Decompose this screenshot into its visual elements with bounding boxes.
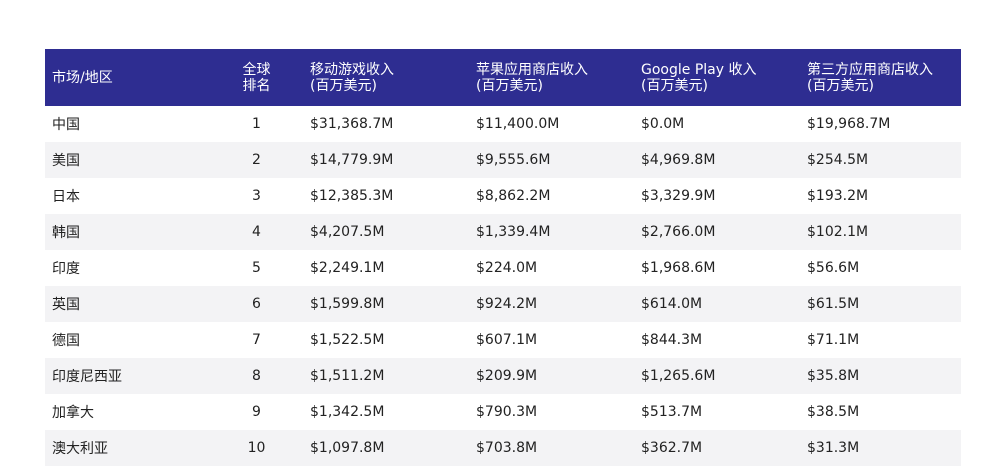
cell-mobile-game: $1,342.5M [310, 404, 385, 420]
cell-google: $2,766.0M [641, 224, 716, 240]
cell-third-party: $56.6M [807, 260, 860, 276]
table-row: 韩国 4 $4,207.5M $1,339.4M $2,766.0M $102.… [45, 214, 961, 250]
header-apple-line-2: (百万美元) [476, 77, 543, 94]
cell-apple: $209.9M [476, 368, 538, 384]
cell-market: 澳大利亚 [52, 441, 108, 457]
table-row: 英国 6 $1,599.8M $924.2M $614.0M $61.5M [45, 286, 961, 322]
cell-market: 美国 [52, 153, 80, 169]
cell-rank: 8 [252, 368, 261, 384]
cell-market: 英国 [52, 297, 80, 313]
cell-third-party: $31.3M [807, 440, 860, 456]
cell-rank: 5 [252, 260, 261, 276]
cell-third-party: $38.5M [807, 404, 860, 420]
cell-third-party: $193.2M [807, 188, 869, 204]
cell-apple: $11,400.0M [476, 116, 560, 132]
table-row: 日本 3 $12,385.3M $8,862.2M $3,329.9M $193… [45, 178, 961, 214]
header-third-party-line-2: (百万美元) [807, 77, 874, 94]
cell-google: $362.7M [641, 440, 703, 456]
header-row: 市场/地区 全球 排名 移动游戏收入 (百万美元) 苹果应用商店收入 (百万美元… [45, 49, 961, 106]
header-mobile-game-revenue: 移动游戏收入 (百万美元) [303, 49, 469, 106]
header-mobile-game-line-2: (百万美元) [310, 77, 377, 94]
cell-rank: 9 [252, 404, 261, 420]
cell-google: $1,968.6M [641, 260, 716, 276]
cell-apple: $703.8M [476, 440, 538, 456]
cell-partial [45, 466, 961, 474]
cell-rank: 1 [252, 116, 261, 132]
cell-rank: 7 [252, 332, 261, 348]
cell-market: 德国 [52, 333, 80, 349]
cell-rank: 3 [252, 188, 261, 204]
table-row-partial [45, 466, 961, 474]
cell-market: 日本 [52, 189, 80, 205]
header-google-line-1: Google Play 收入 [641, 61, 757, 78]
table-row: 中国 1 $31,368.7M $11,400.0M $0.0M $19,968… [45, 106, 961, 142]
table-row: 印度尼西亚 8 $1,511.2M $209.9M $1,265.6M $35.… [45, 358, 961, 394]
cell-apple: $1,339.4M [476, 224, 551, 240]
cell-third-party: $61.5M [807, 296, 860, 312]
cell-market: 印度尼西亚 [52, 369, 122, 385]
cell-mobile-game: $1,097.8M [310, 440, 385, 456]
cell-mobile-game: $12,385.3M [310, 188, 394, 204]
cell-mobile-game: $31,368.7M [310, 116, 394, 132]
header-apple-line-1: 苹果应用商店收入 [476, 61, 588, 78]
header-market-line-1: 市场/地区 [52, 69, 113, 86]
cell-third-party: $35.8M [807, 368, 860, 384]
cell-google: $614.0M [641, 296, 703, 312]
cell-apple: $8,862.2M [476, 188, 551, 204]
header-third-party-revenue: 第三方应用商店收入 (百万美元) [800, 49, 961, 106]
cell-third-party: $19,968.7M [807, 116, 891, 132]
cell-third-party: $254.5M [807, 152, 869, 168]
cell-mobile-game: $1,599.8M [310, 296, 385, 312]
table-row: 印度 5 $2,249.1M $224.0M $1,968.6M $56.6M [45, 250, 961, 286]
cell-rank: 6 [252, 296, 261, 312]
header-rank-line-2: 排名 [242, 77, 271, 94]
cell-third-party: $102.1M [807, 224, 869, 240]
cell-apple: $790.3M [476, 404, 538, 420]
cell-apple: $9,555.6M [476, 152, 551, 168]
cell-google: $513.7M [641, 404, 703, 420]
cell-market: 中国 [52, 117, 80, 133]
cell-third-party: $71.1M [807, 332, 860, 348]
table-row: 德国 7 $1,522.5M $607.1M $844.3M $71.1M [45, 322, 961, 358]
table-row: 加拿大 9 $1,342.5M $790.3M $513.7M $38.5M [45, 394, 961, 430]
cell-google: $3,329.9M [641, 188, 716, 204]
revenue-table-container: 市场/地区 全球 排名 移动游戏收入 (百万美元) 苹果应用商店收入 (百万美元… [45, 49, 961, 474]
cell-rank: 2 [252, 152, 261, 168]
header-google-line-2: (百万美元) [641, 77, 708, 94]
table-header: 市场/地区 全球 排名 移动游戏收入 (百万美元) 苹果应用商店收入 (百万美元… [45, 49, 961, 106]
cell-mobile-game: $1,522.5M [310, 332, 385, 348]
cell-google: $0.0M [641, 116, 685, 132]
cell-market: 韩国 [52, 225, 80, 241]
cell-apple: $607.1M [476, 332, 538, 348]
cell-mobile-game: $1,511.2M [310, 368, 385, 384]
header-market: 市场/地区 [45, 49, 210, 106]
header-mobile-game-line-1: 移动游戏收入 [310, 61, 394, 78]
cell-mobile-game: $2,249.1M [310, 260, 385, 276]
table-body: 中国 1 $31,368.7M $11,400.0M $0.0M $19,968… [45, 106, 961, 474]
mobile-game-revenue-table: 市场/地区 全球 排名 移动游戏收入 (百万美元) 苹果应用商店收入 (百万美元… [45, 49, 961, 474]
table-row: 美国 2 $14,779.9M $9,555.6M $4,969.8M $254… [45, 142, 961, 178]
cell-google: $844.3M [641, 332, 703, 348]
cell-google: $4,969.8M [641, 152, 716, 168]
cell-mobile-game: $4,207.5M [310, 224, 385, 240]
cell-google: $1,265.6M [641, 368, 716, 384]
header-rank-line-1: 全球 [242, 61, 271, 78]
cell-market: 印度 [52, 261, 80, 277]
cell-rank: 10 [247, 440, 266, 456]
header-google-play-revenue: Google Play 收入 (百万美元) [634, 49, 800, 106]
header-third-party-line-1: 第三方应用商店收入 [807, 61, 933, 78]
cell-mobile-game: $14,779.9M [310, 152, 394, 168]
cell-rank: 4 [252, 224, 261, 240]
table-row: 澳大利亚 10 $1,097.8M $703.8M $362.7M $31.3M [45, 430, 961, 466]
header-global-rank: 全球 排名 [210, 49, 303, 106]
cell-market: 加拿大 [52, 405, 94, 421]
cell-apple: $224.0M [476, 260, 538, 276]
header-apple-store-revenue: 苹果应用商店收入 (百万美元) [469, 49, 634, 106]
cell-apple: $924.2M [476, 296, 538, 312]
